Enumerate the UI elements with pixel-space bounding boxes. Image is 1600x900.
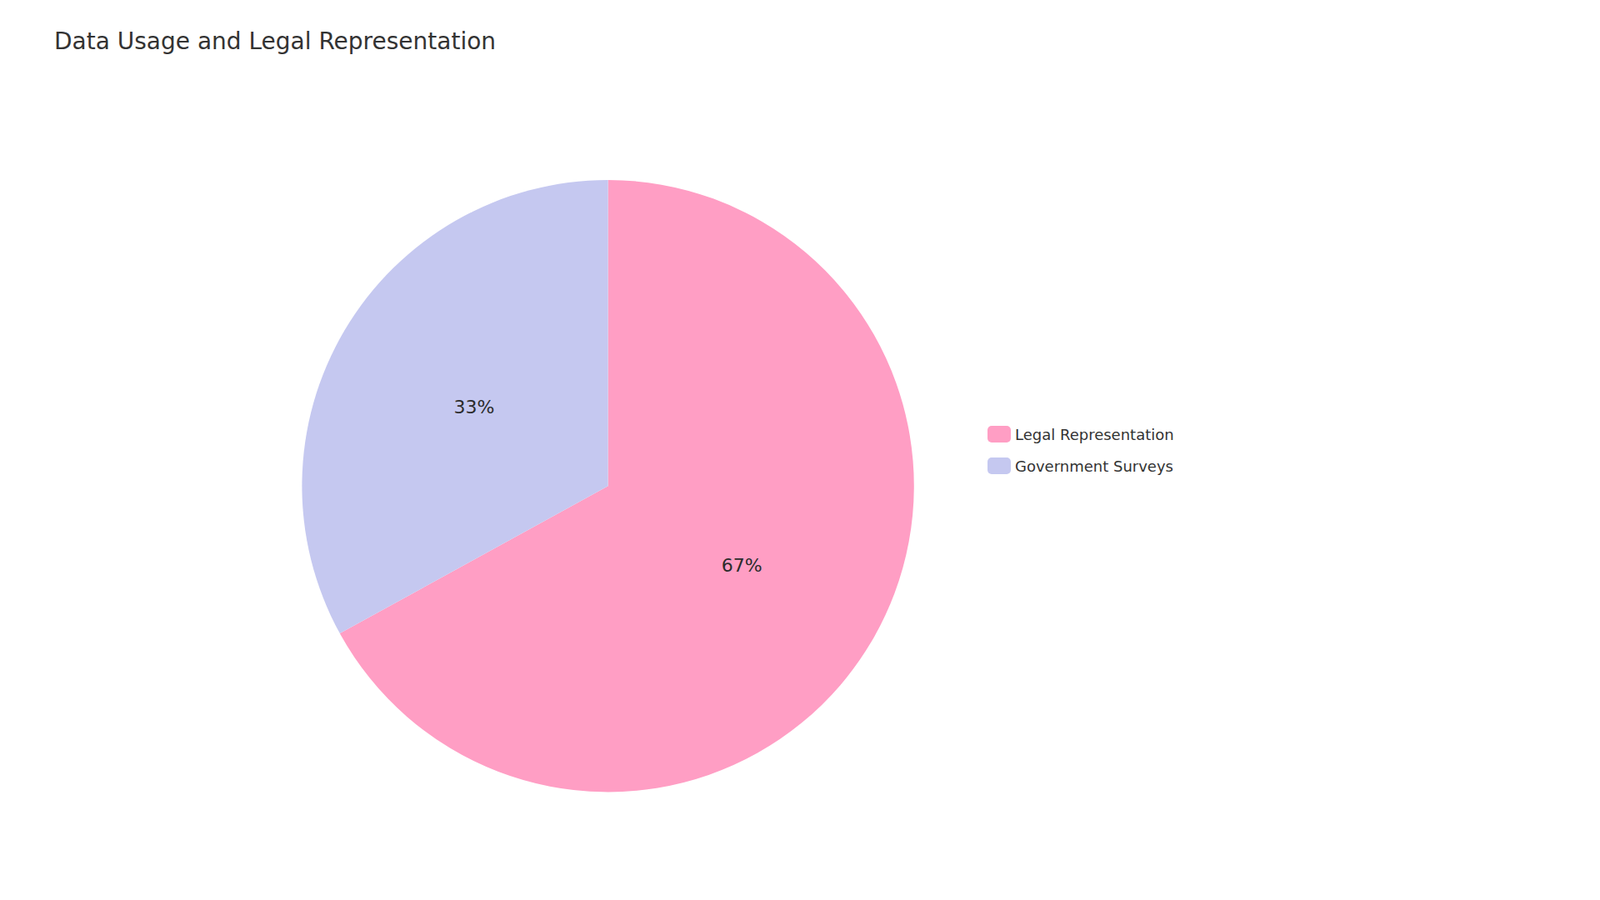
svg-text:67%: 67% xyxy=(721,555,763,576)
svg-text:Legal Representation: Legal Representation xyxy=(1015,425,1175,444)
svg-text:Data Usage and Legal Represent: Data Usage and Legal Representation xyxy=(54,27,496,55)
svg-text:Government Surveys: Government Surveys xyxy=(1015,457,1174,475)
svg-text:33%: 33% xyxy=(454,396,495,418)
